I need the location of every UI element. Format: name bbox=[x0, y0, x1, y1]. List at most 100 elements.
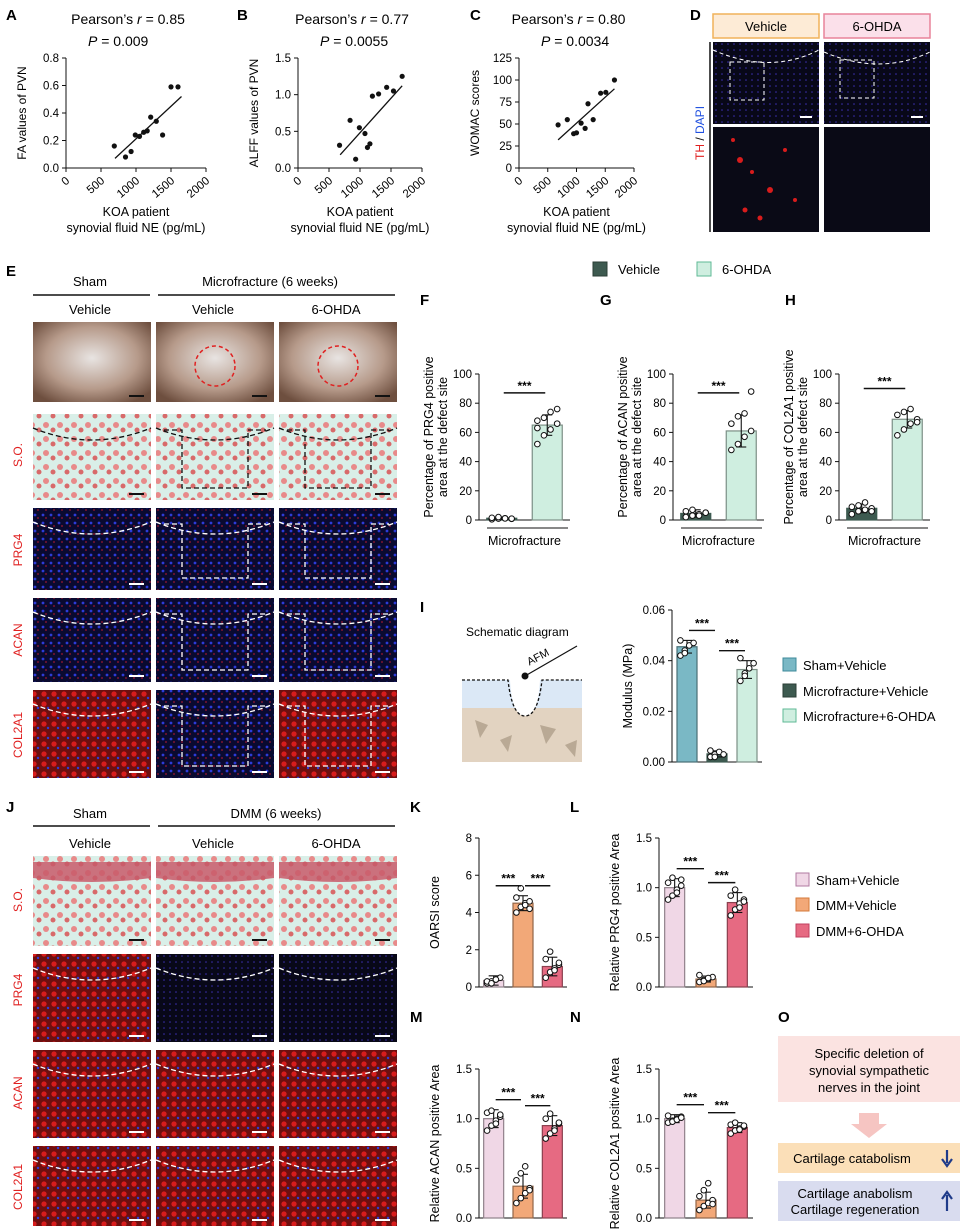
chart-H-point bbox=[861, 506, 869, 514]
chart-C-point bbox=[573, 130, 580, 136]
chart-G-point bbox=[747, 388, 755, 395]
chart-N-ytick-label: 1.0 bbox=[636, 1114, 652, 1126]
chart-C-ytick-label: 25 bbox=[499, 141, 512, 153]
chart-M-point bbox=[496, 1111, 504, 1118]
o-decrease-arrow-icon bbox=[941, 1150, 953, 1168]
panel-i-schematic: Schematic diagram AFM bbox=[462, 625, 582, 762]
chart-A-xlabel-line-2: synovial fluid NE (pg/mL) bbox=[67, 221, 206, 235]
chart-N-point bbox=[736, 1126, 743, 1133]
chart-M-sig-label: *** bbox=[501, 1086, 515, 1100]
chart-B-point bbox=[384, 84, 390, 90]
chart-H-ytick-label: 0 bbox=[826, 515, 832, 527]
legend-klmn-label-2: DMM+Vehicle bbox=[816, 898, 897, 913]
e-image-r0-c2-scale-bar bbox=[375, 395, 390, 397]
chart-K-ytick-label: 8 bbox=[466, 833, 472, 845]
e-image-r1-c0-scale-bar bbox=[129, 493, 144, 495]
e-row-label-so: S.O. bbox=[11, 443, 25, 467]
chart-G-point bbox=[682, 513, 690, 521]
chart-I-point bbox=[741, 672, 749, 680]
chart-C-xlabel-line-1: KOA patient bbox=[543, 205, 610, 219]
chart-A-point bbox=[111, 143, 117, 149]
chart-B-xtick-label: 0 bbox=[292, 175, 305, 188]
chart-G-ytick-label: 100 bbox=[647, 369, 666, 381]
j-image-r0-c0-cartilage-layer bbox=[33, 862, 151, 882]
panel-e: Sham Microfracture (6 weeks) Vehicle Veh… bbox=[11, 274, 398, 778]
e-image-r3-c2 bbox=[279, 598, 397, 682]
chart-A-point bbox=[175, 84, 181, 90]
chart-F-point bbox=[495, 513, 502, 521]
chart-C-ytick-label: 125 bbox=[493, 53, 512, 65]
d-header-6ohda-label: 6-OHDA bbox=[852, 19, 901, 34]
j-image-r3-c1 bbox=[156, 1146, 274, 1226]
chart-B-ytick-label: 1.0 bbox=[275, 90, 291, 102]
d-image-6ohda-zoom bbox=[824, 127, 930, 232]
chart-A-point bbox=[136, 133, 143, 139]
chart-G-point bbox=[689, 506, 696, 514]
chart-K-point bbox=[513, 894, 520, 901]
legend-i: Sham+Vehicle Microfracture+Vehicle Micro… bbox=[782, 657, 936, 724]
chart-H-ytick-label: 60 bbox=[819, 427, 832, 439]
e-row-label-prg4: PRG4 bbox=[11, 533, 25, 566]
j-image-r3-c1-scale-bar bbox=[252, 1219, 267, 1221]
chart-N-point bbox=[740, 1122, 748, 1129]
j-image-r1-c2-surface-outline bbox=[278, 967, 398, 981]
chart-K-ylabel: OARSI score bbox=[428, 876, 442, 949]
e-col-label-1: Vehicle bbox=[69, 302, 111, 317]
chart-A-xlabel-line-1: KOA patient bbox=[103, 205, 170, 219]
chart-N-point bbox=[731, 1119, 739, 1126]
chart-B-point bbox=[364, 144, 371, 151]
chart-F-point bbox=[501, 515, 509, 522]
chart-K-point bbox=[492, 976, 500, 983]
chart-I-bar bbox=[676, 646, 698, 763]
chart-L-point bbox=[736, 904, 743, 911]
chart-G-point bbox=[747, 427, 755, 435]
chart-A-point bbox=[153, 118, 159, 124]
chart-A-xtick-label: 1500 bbox=[150, 175, 177, 201]
chart-M-point bbox=[521, 1189, 529, 1197]
j-image-r3-c0 bbox=[33, 1146, 151, 1226]
o-top-box-line-2: synovial sympathetic bbox=[809, 1063, 929, 1078]
chart-G-sig-label: *** bbox=[711, 379, 725, 393]
chart-M-point bbox=[517, 1194, 525, 1202]
e-image-r2-c1-surface-outline bbox=[155, 521, 275, 535]
chart-C-fit-line bbox=[557, 88, 615, 141]
chart-F-ytick-label: 80 bbox=[459, 398, 472, 410]
chart-A-xtick-label: 0 bbox=[60, 175, 73, 188]
chart-F-ylabel-line-1: Percentage of PRG4 positive bbox=[422, 356, 436, 517]
d-header-vehicle-label: Vehicle bbox=[745, 19, 787, 34]
panel-letter-h: H bbox=[785, 292, 796, 309]
e-row-label-acan: ACAN bbox=[11, 623, 25, 656]
chart-B-xlabel-line-1: KOA patient bbox=[327, 205, 394, 219]
chart-H-point bbox=[894, 432, 901, 439]
chart-M-ylabel: Relative ACAN positive Area bbox=[428, 1065, 442, 1223]
chart-A-xtick-label: 500 bbox=[85, 175, 107, 197]
d-scale-bar-2 bbox=[911, 116, 923, 118]
panel-letter-l: L bbox=[570, 799, 579, 816]
chart-I-point bbox=[677, 637, 684, 644]
e-image-r1-c1 bbox=[156, 414, 274, 500]
e-image-r1-c2-scale-bar bbox=[375, 493, 390, 495]
chart-N-ytick-label: 0.0 bbox=[636, 1213, 652, 1225]
chart-M-point bbox=[526, 1186, 533, 1194]
chart-H-point bbox=[848, 510, 856, 518]
legend-fgh-label-6ohda: 6-OHDA bbox=[722, 262, 771, 277]
chart-I-point bbox=[707, 747, 714, 754]
j-image-r1-c1 bbox=[156, 954, 274, 1042]
chart-F-point bbox=[508, 515, 515, 522]
j-image-r3-c2-surface-outline bbox=[278, 1159, 398, 1173]
chart-I-point bbox=[690, 639, 697, 647]
chart-C-point bbox=[582, 125, 588, 131]
e-group-microfracture: Microfracture (6 weeks) bbox=[202, 274, 338, 289]
d-header-vehicle bbox=[712, 13, 820, 39]
e-image-r4-c1 bbox=[156, 690, 274, 778]
e-image-r1-c2-defect-outline bbox=[287, 429, 389, 489]
chart-G-point bbox=[728, 420, 735, 427]
chart-K-ytick-label: 0 bbox=[466, 982, 472, 994]
e-image-r1-c1-defect-outline bbox=[164, 429, 266, 489]
e-image-r3-c2-scale-bar bbox=[375, 675, 390, 677]
j-row-label-col2a1: COL2A1 bbox=[11, 1164, 25, 1210]
chart-M-sig-label: *** bbox=[531, 1092, 545, 1106]
chart-N-point bbox=[709, 1200, 716, 1208]
legend-i-label-3: Microfracture+6-OHDA bbox=[803, 709, 936, 724]
chart-G-point bbox=[728, 446, 735, 454]
